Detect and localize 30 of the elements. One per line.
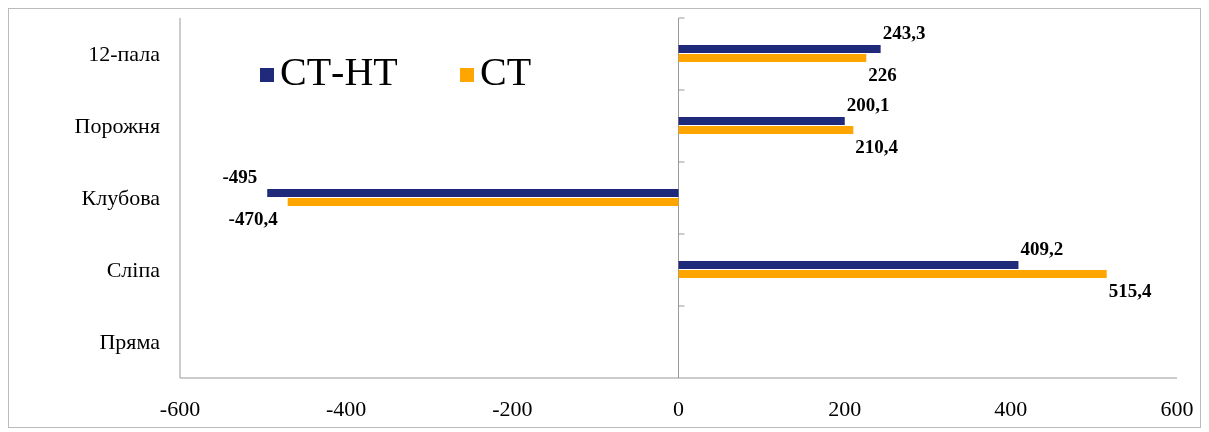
data-label: -495: [222, 166, 258, 187]
data-label: 409,2: [1020, 238, 1064, 259]
x-tick-label: 200: [828, 396, 862, 421]
data-label: 226: [868, 64, 897, 85]
bar: [678, 54, 867, 62]
legend-label: СТ: [480, 49, 532, 94]
data-label: 243,3: [882, 22, 926, 43]
y-tick-label: Клубова: [81, 185, 161, 210]
x-tick-label: -600: [159, 396, 201, 421]
bar: [267, 189, 679, 197]
data-label: -470,4: [228, 208, 279, 229]
bar: [678, 45, 881, 53]
x-tick-label: 400: [994, 396, 1028, 421]
x-tick-label: -400: [326, 396, 367, 421]
bar: [287, 198, 679, 206]
data-label: 515,4: [1108, 280, 1152, 301]
data-label: 210,4: [855, 136, 899, 157]
y-tick-label: Пряма: [99, 329, 161, 354]
bar: [678, 126, 854, 134]
y-tick-label: Сліпа: [106, 257, 161, 282]
x-tick-label: -200: [492, 396, 533, 421]
x-tick-label: 600: [1160, 396, 1194, 421]
y-tick-label: Порожня: [74, 113, 160, 138]
x-tick-label: 0: [673, 396, 684, 421]
y-tick-label: 12-пала: [88, 41, 161, 66]
bar: [678, 261, 1019, 269]
bar: [678, 117, 845, 125]
legend-label: СТ-НТ: [280, 49, 398, 94]
bar: [678, 270, 1107, 278]
data-label: 200,1: [846, 94, 890, 115]
